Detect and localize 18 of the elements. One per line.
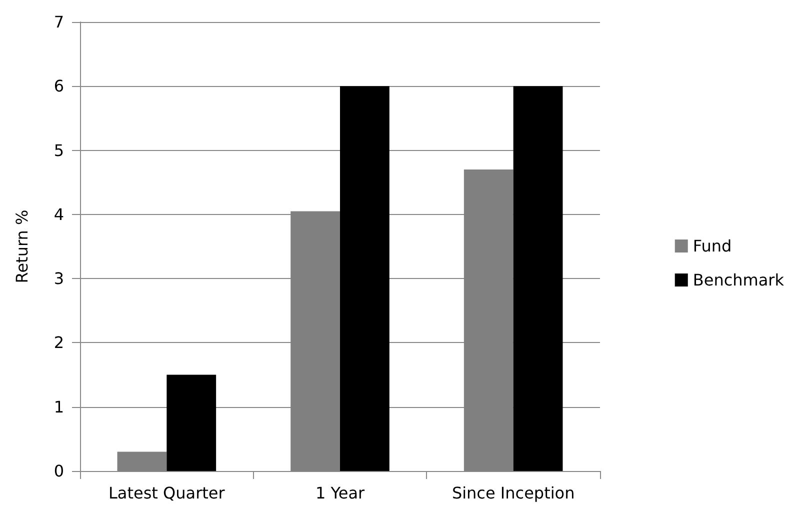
x-tick-label: 1 Year bbox=[315, 484, 365, 502]
y-tick-label: 6 bbox=[54, 76, 64, 96]
bar bbox=[117, 452, 167, 471]
bar bbox=[513, 86, 563, 471]
legend-label: Benchmark bbox=[692, 270, 785, 290]
y-tick-label: 1 bbox=[54, 397, 64, 416]
x-tick-label: Since Inception bbox=[452, 484, 575, 502]
legend-label: Fund bbox=[692, 236, 732, 256]
y-tick-label: 0 bbox=[54, 462, 64, 480]
y-axis-title: Return % bbox=[12, 210, 32, 284]
y-tick-label: 2 bbox=[54, 333, 64, 352]
x-tick-label: Latest Quarter bbox=[108, 484, 226, 502]
y-tick-label: 4 bbox=[54, 204, 64, 224]
bar bbox=[166, 374, 216, 471]
y-tick-label: 7 bbox=[54, 12, 64, 32]
y-tick-label: 5 bbox=[54, 140, 64, 160]
bar bbox=[340, 86, 390, 471]
y-tick-label: 3 bbox=[54, 269, 64, 288]
